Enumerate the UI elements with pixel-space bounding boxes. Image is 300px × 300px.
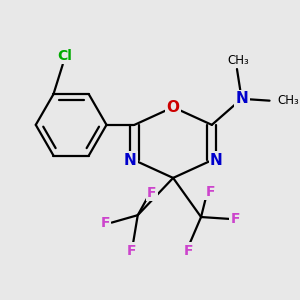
Text: O: O [167,100,180,115]
Text: CH₃: CH₃ [227,54,249,67]
Text: F: F [147,186,157,200]
Text: CH₃: CH₃ [277,94,299,107]
Text: F: F [206,185,215,199]
Text: F: F [127,244,136,257]
Text: F: F [231,212,240,226]
Text: F: F [183,244,193,257]
Text: F: F [100,216,110,230]
Text: N: N [235,91,248,106]
Text: Cl: Cl [57,49,72,63]
Text: N: N [210,153,223,168]
Text: N: N [123,153,136,168]
